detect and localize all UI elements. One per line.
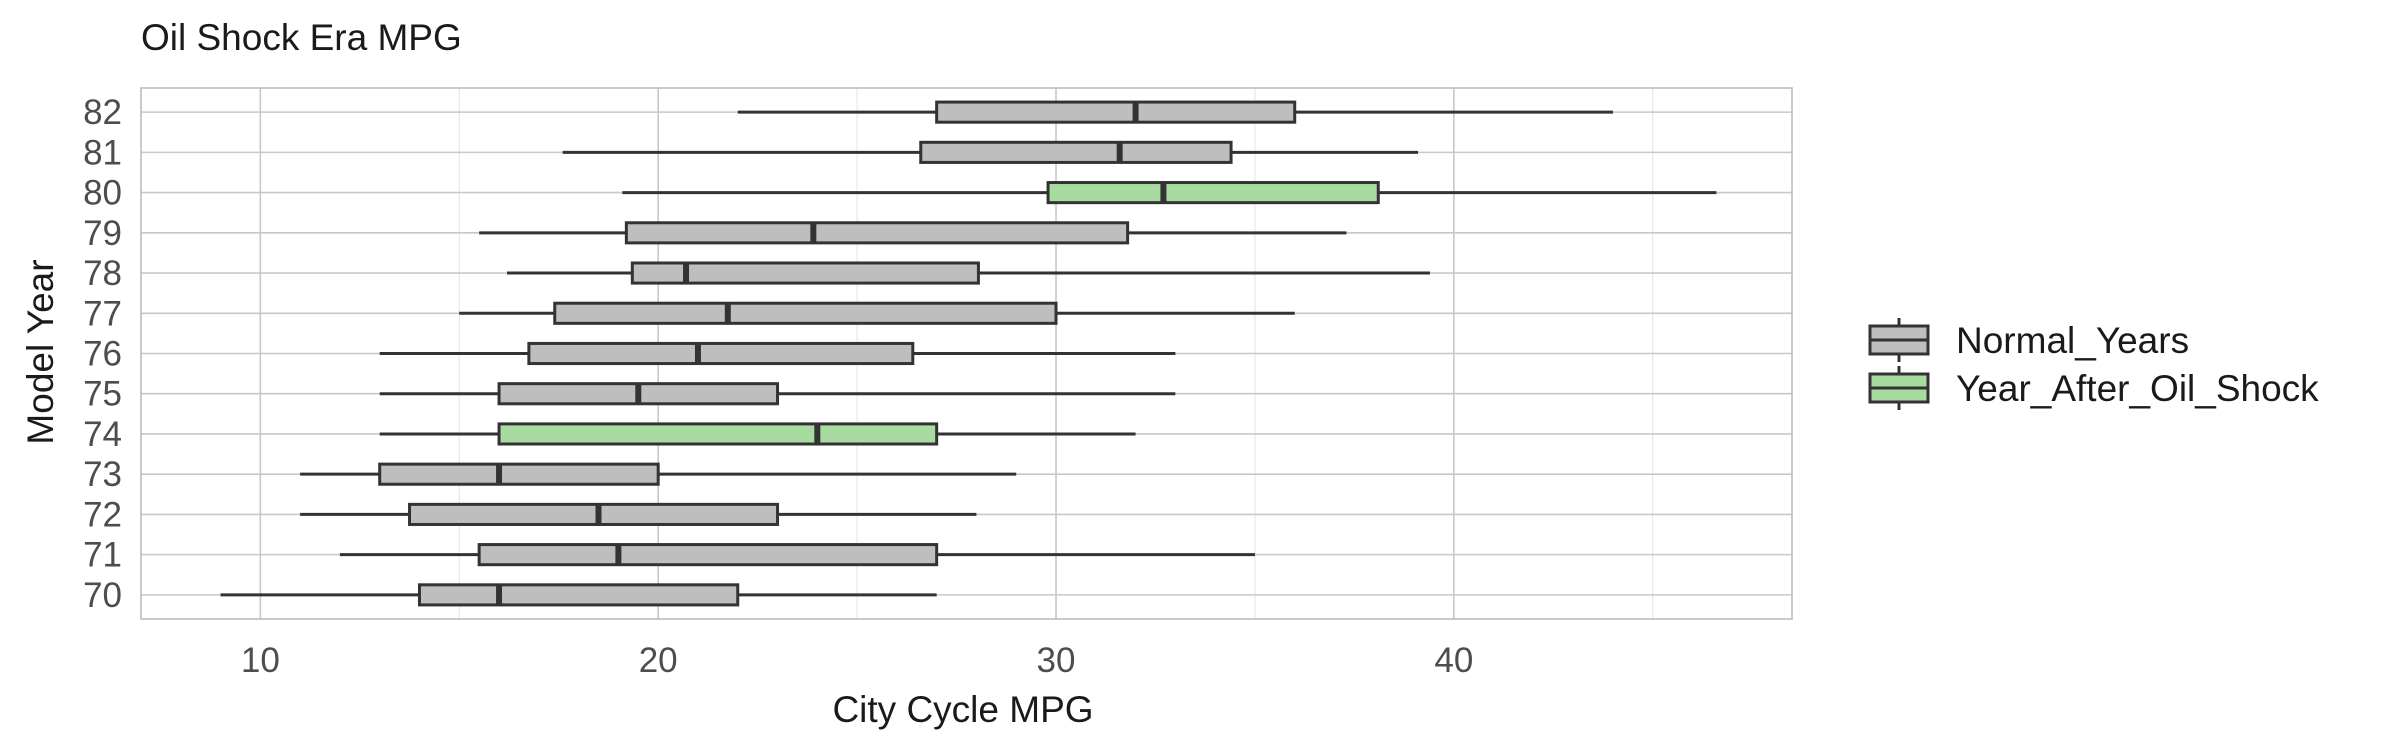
box-iqr: [417, 583, 740, 607]
y-tick-label: 77: [83, 294, 122, 333]
box-iqr: [630, 261, 980, 285]
y-tick-label: 82: [83, 93, 122, 132]
x-tick-label: 20: [639, 641, 678, 680]
y-tick-label: 81: [83, 133, 122, 172]
legend-item: Year_After_Oil_Shock: [1868, 366, 2319, 410]
y-tick-label: 74: [83, 415, 122, 454]
box-73: [300, 462, 1017, 486]
box-iqr: [1046, 181, 1380, 205]
y-tick-label: 71: [83, 536, 122, 575]
y-axis-title: Model Year: [20, 259, 61, 444]
x-tick-label: 30: [1037, 641, 1076, 680]
panel-border: [140, 87, 1793, 620]
box-78: [507, 261, 1430, 285]
box-77: [459, 301, 1295, 325]
y-tick-label: 80: [83, 174, 122, 213]
chart-title: Oil Shock Era MPG: [141, 17, 462, 58]
box-81: [562, 140, 1419, 164]
legend: Normal_Years Year_After_Oil_Shock: [1868, 318, 2319, 410]
y-tick-label: 73: [83, 455, 122, 494]
x-axis-title: City Cycle MPG: [832, 689, 1093, 730]
x-tick-label: 10: [241, 641, 280, 680]
box-80: [622, 181, 1717, 205]
y-tick-label: 75: [83, 375, 122, 414]
x-tick-label: 40: [1434, 641, 1473, 680]
box-70: [220, 583, 937, 607]
box-72: [300, 502, 977, 526]
box-iqr: [477, 543, 939, 567]
box-71: [339, 543, 1255, 567]
box-iqr: [497, 422, 939, 446]
box-iqr: [624, 221, 1130, 245]
y-tick-label: 76: [83, 335, 122, 374]
legend-label: Year_After_Oil_Shock: [1956, 368, 2319, 409]
box-iqr: [378, 462, 660, 486]
y-tick-label: 78: [83, 254, 122, 293]
box-82: [737, 100, 1613, 124]
box-75: [379, 382, 1176, 406]
box-74: [379, 422, 1136, 446]
box-iqr: [919, 140, 1233, 164]
box-iqr: [935, 100, 1297, 124]
box-79: [479, 221, 1347, 245]
box-iqr: [408, 502, 780, 526]
legend-label: Normal_Years: [1956, 320, 2189, 361]
y-tick-label: 79: [83, 214, 122, 253]
box-iqr: [553, 301, 1058, 325]
box-76: [379, 341, 1176, 366]
legend-item: Normal_Years: [1868, 318, 2189, 362]
y-tick-label: 72: [83, 495, 122, 534]
y-tick-label: 70: [83, 576, 122, 615]
box-iqr: [527, 341, 915, 366]
